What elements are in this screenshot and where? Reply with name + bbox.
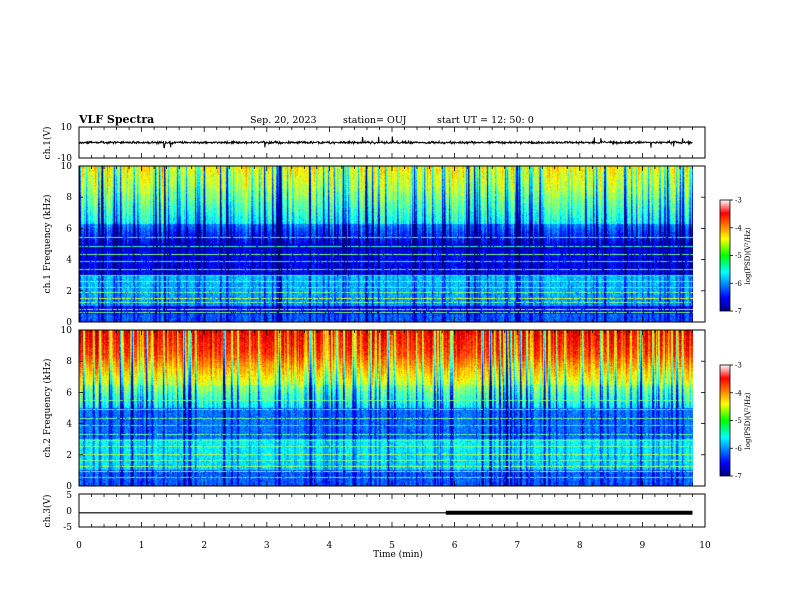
frequency-tick-label: 4 <box>66 420 72 430</box>
frequency-tick-label: 6 <box>66 388 72 398</box>
frequency-tick-label: 4 <box>66 256 72 266</box>
x-tick-label: 0 <box>76 541 82 551</box>
date-label: Sep. 20, 2023 <box>250 115 317 126</box>
start-time-label: start UT = 12: 50: 0 <box>437 115 534 126</box>
x-axis-label: Time (min) <box>373 549 423 560</box>
frequency-tick-label: 0 <box>66 318 72 328</box>
x-tick-label: 4 <box>327 541 333 551</box>
x-tick-label: 8 <box>577 541 583 551</box>
frequency-tick-label: 2 <box>66 287 72 297</box>
ch1-colorbar-ticks: -3 -4 -5 -6 -7 <box>730 197 742 316</box>
ch3-ytick-mid: 0 <box>66 507 72 517</box>
x-tick-label: 1 <box>139 541 145 551</box>
ch1-frequency-tick-labels: 0 2 4 6 8 10 <box>61 162 705 328</box>
frequency-tick-label: 10 <box>61 162 73 172</box>
frequency-tick-label: 8 <box>66 193 72 203</box>
x-tick-label: 9 <box>640 541 646 551</box>
ch2-spectrogram-heatmap <box>79 330 693 486</box>
colorbar-tick-label: -7 <box>735 308 742 316</box>
ch1-waveform-panel: 10 -10 ch.1(V) <box>42 123 706 164</box>
x-axis-tick-labels: 0 1 2 3 4 5 6 7 8 9 10 <box>76 541 711 551</box>
ch1-ytick-top: 10 <box>61 123 73 133</box>
station-label: station= OUJ <box>343 115 407 126</box>
ch2-spectrogram-panel: 0 2 4 6 8 10 ch.2 Frequency (kHz) <box>42 326 706 492</box>
ch1-spectrogram-heatmap <box>79 166 693 322</box>
ch2-spectrogram-ticks <box>78 330 706 486</box>
ch1-spectrogram-ylabel: ch.1 Frequency (kHz) <box>42 195 53 294</box>
colorbar-tick-label: -3 <box>735 197 742 205</box>
ch3-ytick-top: 5 <box>66 491 72 501</box>
colorbar-tick-label: -6 <box>735 280 742 288</box>
x-tick-label: 5 <box>389 541 395 551</box>
ch3-ytick-bottom: -5 <box>63 523 72 533</box>
ch3-waveform-ylabel: ch.3(V) <box>42 495 53 528</box>
ch3-waveform-ticks <box>78 494 706 527</box>
colorbar-tick-label: -4 <box>735 389 742 397</box>
ch2-colorbar-label: log(PSD)(V²/Hz) <box>744 392 752 449</box>
ch1-waveform-ylabel: ch.1(V) <box>42 127 53 160</box>
x-tick-label: 6 <box>452 541 458 551</box>
frequency-tick-label: 0 <box>66 482 72 492</box>
ch1-colorbar-ramp <box>719 199 731 312</box>
colorbar-tick-label: -7 <box>735 473 742 481</box>
colorbar-tick-label: -3 <box>735 362 742 370</box>
figure-title: VLF Spectra <box>78 113 154 126</box>
ch1-colorbar: -3 -4 -5 -6 -7 log(PSD)(V²/Hz) <box>719 197 752 316</box>
ch2-colorbar: -3 -4 -5 -6 -7 log(PSD)(V²/Hz) <box>719 362 752 481</box>
colorbar-tick-label: -5 <box>735 417 742 425</box>
ch2-frequency-tick-labels: 0 2 4 6 8 10 <box>61 326 705 492</box>
ch2-spectrogram-ylabel: ch.2 Frequency (kHz) <box>42 359 53 458</box>
ch1-waveform-ticks <box>78 127 706 158</box>
x-tick-label: 10 <box>699 541 711 551</box>
colorbar-tick-label: -6 <box>735 445 742 453</box>
x-tick-label: 7 <box>514 541 520 551</box>
colorbar-tick-label: -5 <box>735 252 742 260</box>
x-tick-label: 2 <box>201 541 207 551</box>
ch3-waveform-panel: 5 0 -5 ch.3(V) <box>42 491 706 533</box>
ch1-ytick-bottom: -10 <box>58 154 73 164</box>
ch1-spectrogram-panel: 0 2 4 6 8 10 ch.1 Frequency (kHz) <box>42 162 706 328</box>
frequency-tick-label: 2 <box>66 451 72 461</box>
ch1-spectrogram-ticks <box>78 166 706 322</box>
frequency-tick-label: 10 <box>61 326 73 336</box>
frequency-tick-label: 6 <box>66 224 72 234</box>
frequency-tick-label: 8 <box>66 357 72 367</box>
ch1-waveform-line <box>78 136 693 149</box>
x-tick-label: 3 <box>264 541 270 551</box>
colorbar-tick-label: -4 <box>735 224 742 232</box>
ch2-colorbar-ticks: -3 -4 -5 -6 -7 <box>730 362 742 481</box>
ch1-colorbar-label: log(PSD)(V²/Hz) <box>744 227 752 284</box>
ch2-colorbar-ramp <box>719 364 731 477</box>
